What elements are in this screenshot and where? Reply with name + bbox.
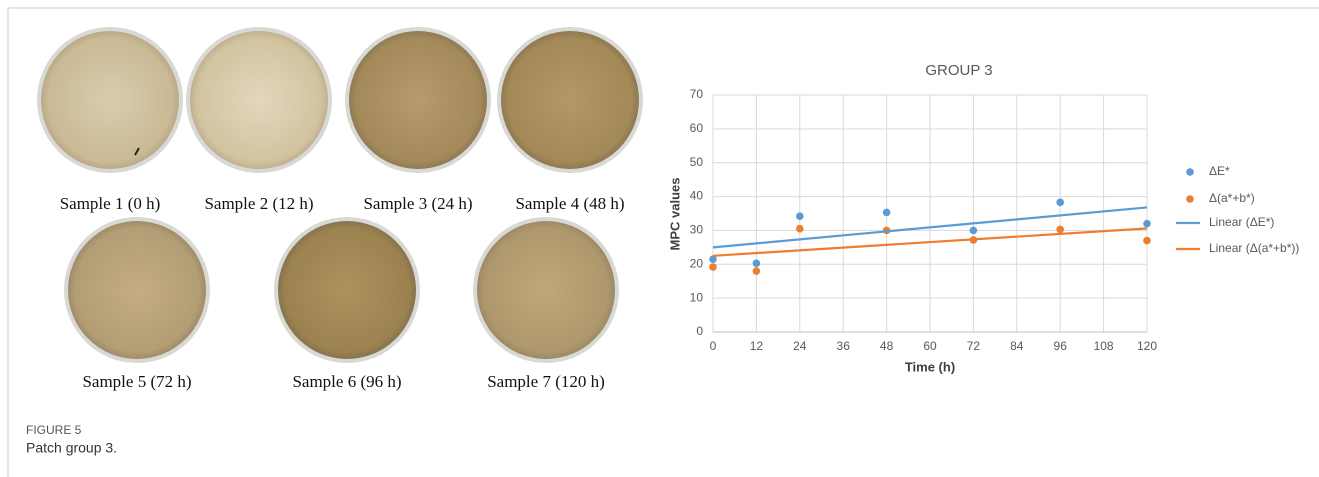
y-tick-label: 30 <box>690 223 704 237</box>
point <box>1056 226 1064 234</box>
x-tick-label: 12 <box>750 339 764 353</box>
legend-swatch <box>1186 195 1194 203</box>
sample-label: Sample 6 (96 h) <box>292 372 401 391</box>
point <box>753 267 761 275</box>
point <box>1143 237 1151 245</box>
y-tick-label: 50 <box>690 155 704 169</box>
sample-photo <box>349 31 487 169</box>
y-tick-label: 40 <box>690 189 704 203</box>
sample-label: Sample 7 (120 h) <box>487 372 605 391</box>
point <box>1143 220 1151 228</box>
figure-label: FIGURE 5 <box>26 423 82 437</box>
x-tick-label: 120 <box>1137 339 1157 353</box>
x-axis-label: Time (h) <box>905 359 955 374</box>
x-tick-label: 96 <box>1054 339 1068 353</box>
figure: Sample 1 (0 h) Sample 2 (12 h) Sample 3 (2… <box>0 0 1319 477</box>
x-tick-label: 72 <box>967 339 981 353</box>
point <box>753 259 761 267</box>
sample-photos: Sample 1 (0 h) Sample 2 (12 h) Sample 3 (2… <box>37 27 643 391</box>
legend-label: Linear (Δ(a*+b*)) <box>1209 241 1299 255</box>
legend-swatch <box>1186 168 1194 176</box>
x-tick-label: 60 <box>923 339 937 353</box>
point <box>796 225 804 233</box>
y-tick-label: 60 <box>690 121 704 135</box>
sample-photo <box>190 31 328 169</box>
y-tick-label: 10 <box>690 290 704 304</box>
legend-label: ΔE* <box>1209 164 1230 178</box>
chart-title: GROUP 3 <box>925 62 992 79</box>
point <box>796 212 804 220</box>
point <box>970 227 978 235</box>
point <box>1056 199 1064 207</box>
legend-label: Δ(a*+b*) <box>1209 191 1255 205</box>
sample-label: Sample 5 (72 h) <box>82 372 191 391</box>
figure-caption: Patch group 3. <box>26 440 117 456</box>
x-tick-label: 84 <box>1010 339 1024 353</box>
legend-label: Linear (ΔE*) <box>1209 215 1274 229</box>
y-tick-label: 20 <box>690 256 704 270</box>
sample-photo <box>501 31 639 169</box>
sample-label: Sample 2 (12 h) <box>204 194 313 213</box>
sample-photo <box>278 221 416 359</box>
x-tick-label: 108 <box>1094 339 1114 353</box>
x-tick-label: 36 <box>837 339 851 353</box>
x-tick-label: 0 <box>710 339 717 353</box>
x-tick-label: 48 <box>880 339 894 353</box>
y-axis-label: MPC values <box>667 178 682 251</box>
y-tick-label: 0 <box>696 324 703 338</box>
chart: GROUP 3 Time (h) MPC values 0 10 20 30 40 50 6… <box>667 62 1299 374</box>
sample-label: Sample 4 (48 h) <box>515 194 624 213</box>
sample-label: Sample 1 (0 h) <box>60 194 161 213</box>
sample-photo <box>41 31 179 169</box>
point <box>709 263 717 271</box>
sample-label: Sample 3 (24 h) <box>363 194 472 213</box>
point <box>883 209 891 217</box>
sample-photo <box>477 221 615 359</box>
x-tick-label: 24 <box>793 339 807 353</box>
y-tick-label: 70 <box>690 87 704 101</box>
page: {"figure": {"label": "FIGURE 5", "captio… <box>0 0 1319 477</box>
sample-photo <box>68 221 206 359</box>
